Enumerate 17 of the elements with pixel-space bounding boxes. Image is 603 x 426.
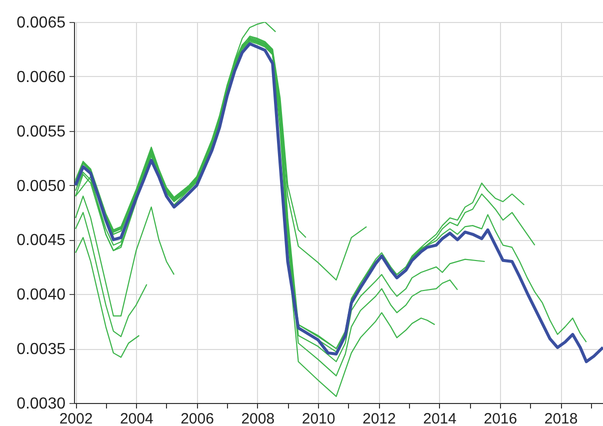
y-tick-label: 0.0050 — [16, 178, 66, 195]
x-tick-label: 2008 — [241, 410, 275, 426]
y-tick-label: 0.0030 — [16, 396, 66, 412]
y-tick-label: 0.0045 — [16, 232, 66, 250]
x-tick-label: 2018 — [544, 410, 578, 426]
y-tick-label: 0.0065 — [16, 14, 66, 32]
x-tick-label: 2016 — [484, 410, 518, 426]
x-tick-label: 2014 — [423, 410, 456, 426]
y-tick-label: 0.0035 — [16, 341, 66, 358]
x-tick-label: 2004 — [120, 410, 154, 426]
y-tick-label: 0.0060 — [16, 68, 66, 86]
y-tick-label: 0.0055 — [16, 123, 66, 140]
x-tick-label: 2012 — [362, 410, 396, 426]
x-tick-label: 2002 — [59, 410, 93, 426]
x-tick-label: 2010 — [302, 410, 336, 426]
x-tick-label: 2006 — [180, 410, 214, 426]
y-tick-label: 0.0040 — [16, 286, 66, 304]
